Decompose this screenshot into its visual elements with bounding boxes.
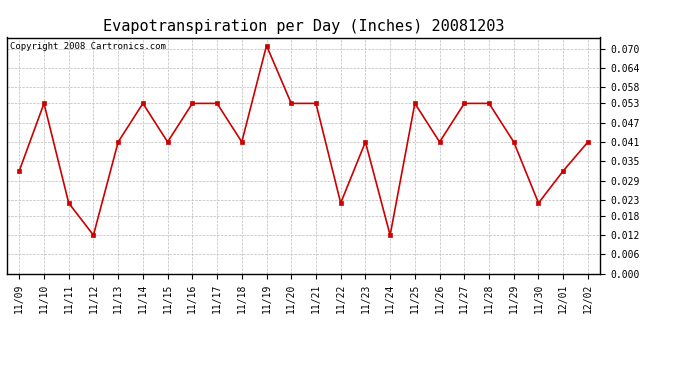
Title: Evapotranspiration per Day (Inches) 20081203: Evapotranspiration per Day (Inches) 2008… — [103, 18, 504, 33]
Text: Copyright 2008 Cartronics.com: Copyright 2008 Cartronics.com — [10, 42, 166, 51]
